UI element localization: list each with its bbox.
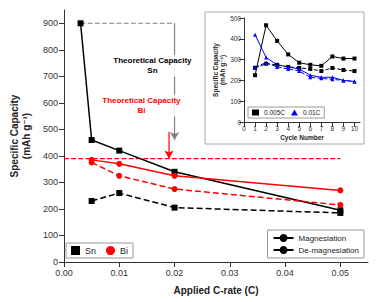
svg-text:Magnesiation: Magnesiation [299, 234, 347, 243]
svg-text:Bi: Bi [137, 106, 145, 115]
svg-text:300: 300 [230, 56, 241, 63]
svg-text:Sn: Sn [85, 246, 96, 256]
svg-text:0: 0 [242, 125, 246, 132]
svg-text:300: 300 [43, 177, 58, 187]
svg-text:(mAh g⁻¹): (mAh g⁻¹) [21, 113, 32, 159]
svg-text:200: 200 [230, 77, 241, 84]
svg-text:0.01: 0.01 [111, 268, 129, 278]
svg-text:5: 5 [297, 125, 301, 132]
svg-text:8: 8 [331, 125, 335, 132]
svg-text:Sn: Sn [147, 66, 157, 75]
svg-text:9: 9 [342, 125, 346, 132]
svg-text:0.03: 0.03 [221, 268, 239, 278]
svg-text:Specific Capacity: Specific Capacity [211, 43, 219, 97]
svg-text:0: 0 [237, 119, 241, 126]
svg-text:200: 200 [43, 204, 58, 214]
svg-text:10: 10 [351, 125, 359, 132]
svg-text:0.05: 0.05 [332, 268, 350, 278]
svg-text:7: 7 [320, 125, 324, 132]
svg-text:0.04: 0.04 [276, 268, 294, 278]
svg-text:6: 6 [308, 125, 312, 132]
svg-text:800: 800 [43, 45, 58, 55]
svg-text:Theoretical Capacity: Theoretical Capacity [102, 96, 181, 105]
svg-text:0: 0 [53, 257, 58, 267]
svg-text:400: 400 [230, 35, 241, 42]
svg-text:Theoretical Capacity: Theoretical Capacity [113, 56, 192, 65]
svg-text:De-magnesiation: De-magnesiation [299, 246, 359, 255]
svg-text:(mAh g⁻¹): (mAh g⁻¹) [219, 55, 227, 85]
svg-text:500: 500 [43, 124, 58, 134]
svg-text:Specific Capacity: Specific Capacity [9, 94, 20, 177]
svg-text:Applied C-rate (C): Applied C-rate (C) [174, 285, 259, 296]
svg-text:700: 700 [43, 71, 58, 81]
svg-text:0.02: 0.02 [166, 268, 184, 278]
svg-text:3: 3 [275, 125, 279, 132]
svg-text:0.005C: 0.005C [264, 109, 285, 116]
svg-text:900: 900 [43, 18, 58, 28]
svg-text:Bi: Bi [120, 246, 128, 256]
svg-text:Cycle Number: Cycle Number [280, 134, 324, 142]
svg-text:4: 4 [286, 125, 290, 132]
svg-text:100: 100 [43, 230, 58, 240]
svg-text:0.00: 0.00 [55, 268, 73, 278]
svg-text:500: 500 [230, 15, 241, 22]
svg-text:0.01C: 0.01C [303, 109, 321, 116]
svg-text:600: 600 [43, 98, 58, 108]
svg-text:100: 100 [230, 98, 241, 105]
svg-text:2: 2 [264, 125, 268, 132]
svg-text:400: 400 [43, 151, 58, 161]
svg-text:1: 1 [253, 125, 257, 132]
